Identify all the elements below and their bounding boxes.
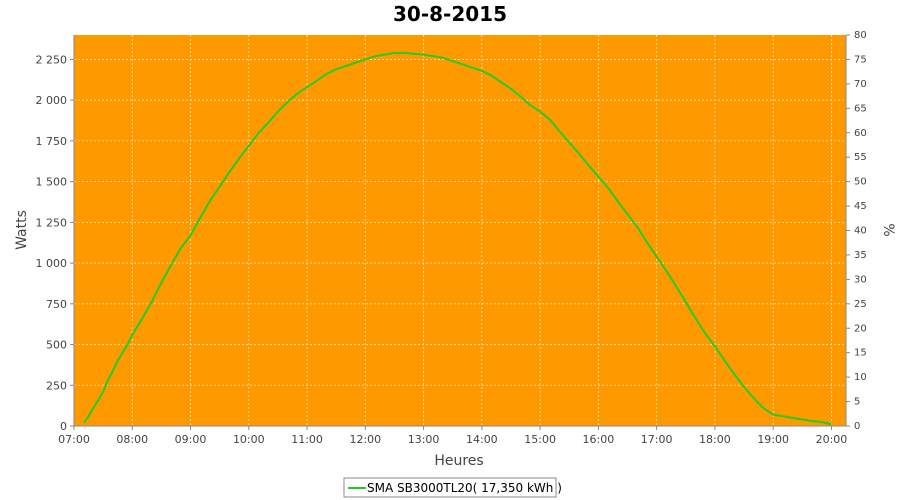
x-tick-label: 16:00 [583,433,615,446]
y-right-tick-label: 65 [854,103,867,114]
y-right-tick-label: 20 [854,323,867,334]
y-right-tick-label: 45 [854,201,867,212]
x-tick-label: 19:00 [757,433,789,446]
series-line [83,51,832,426]
legend-box [343,477,557,498]
y-right-tick-label: 80 [854,30,867,41]
y-tick-label: 2 000 [36,94,68,107]
y-tick-label: 1 250 [36,216,68,229]
x-tick-label: 07:00 [58,433,90,446]
y-axis-left: 0 250 500 750 1 000 1 250 1 500 1 750 2 000 2 250 [36,53,74,433]
y-right-tick-label: 40 [854,226,867,237]
y-axis-right: 0 5 10 15 20 25 30 35 40 45 50 55 60 65 70 75 80 [846,30,867,432]
x-tick-label: 18:00 [699,433,731,446]
chart-title: 30-8-2015 [393,2,507,26]
y-right-tick-label: 35 [854,250,867,261]
x-tick-label: 15:00 [524,433,556,446]
x-tick-label: 10:00 [233,433,265,446]
y-right-tick-label: 70 [854,79,867,90]
y-right-tick-label: 10 [854,372,867,383]
y-axis-right-label: % [880,223,896,236]
y-right-tick-label: 50 [854,177,867,188]
y-tick-label: 0 [60,420,67,433]
y-tick-label: 2 250 [36,53,68,66]
legend-label: SMA SB3000TL20( 17,350 kWh ) [367,481,562,495]
y-right-tick-label: 55 [854,152,867,163]
y-right-tick-label: 60 [854,128,867,139]
y-tick-label: 250 [46,379,67,392]
y-tick-label: 1 000 [36,257,68,270]
y-axis-label: Watts [14,210,30,250]
y-tick-label: 1 750 [36,135,68,148]
y-right-tick-label: 30 [854,274,867,285]
y-right-tick-label: 0 [854,421,860,432]
series-layer [83,51,832,426]
x-tick-label: 17:00 [641,433,673,446]
x-axis-label: Heures [434,453,483,469]
y-right-tick-label: 15 [854,348,867,359]
x-tick-label: 14:00 [466,433,498,446]
x-axis: 07:00 08:00 09:00 10:00 11:00 12:00 13:00 14:00… [58,426,847,446]
x-tick-label: 20:00 [816,433,848,446]
y-right-tick-label: 5 [854,397,860,408]
y-tick-label: 1 500 [36,176,68,189]
y-right-tick-label: 75 [854,54,867,65]
x-tick-label: 08:00 [116,433,148,446]
x-tick-label: 12:00 [349,433,381,446]
x-tick-label: 11:00 [291,433,323,446]
legend: SMA SB3000TL20( 17,350 kWh ) [343,477,562,498]
y-tick-label: 500 [46,339,67,352]
x-tick-label: 09:00 [175,433,207,446]
y-right-tick-label: 25 [854,299,867,310]
y-tick-label: 750 [46,298,67,311]
x-tick-label: 13:00 [408,433,440,446]
